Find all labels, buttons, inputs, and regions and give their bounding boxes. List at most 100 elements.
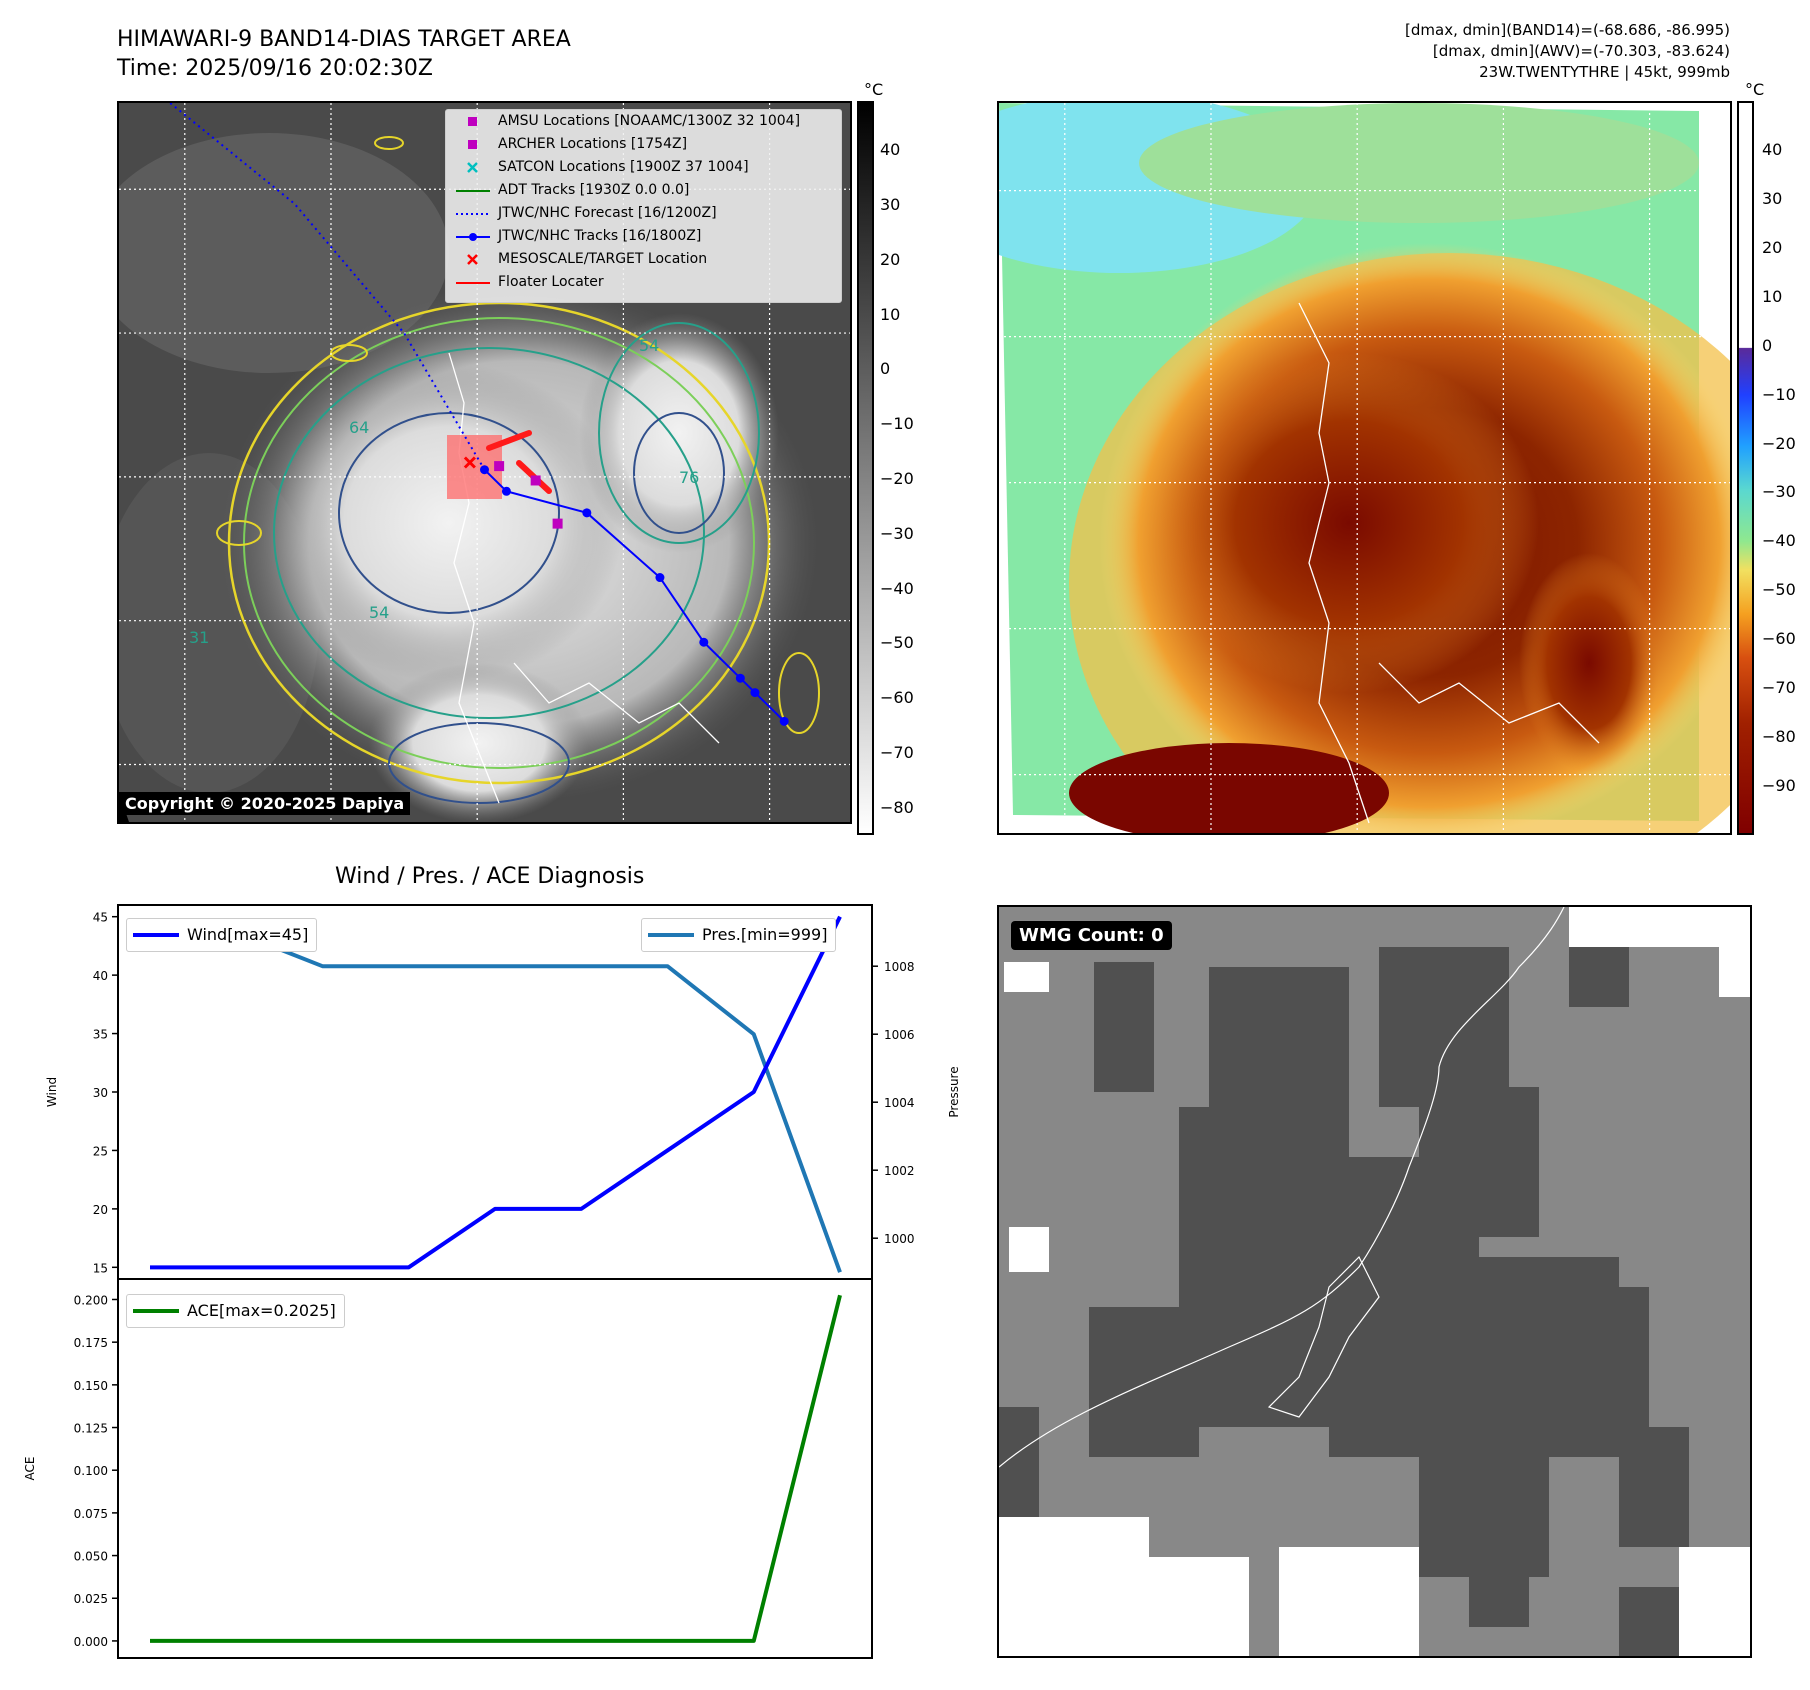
legend-row: ADT Tracks [1930Z 0.0 0.0] [446, 179, 841, 202]
legend-symbol-icon [456, 190, 490, 192]
legend-row: JTWC/NHC Forecast [16/1200Z] [446, 202, 841, 225]
wind-axis-label: Wind [45, 1077, 59, 1107]
track-point [699, 637, 709, 647]
forecast-line [169, 103, 486, 471]
colorbar-tick: −30 [880, 523, 914, 543]
color-map-panel [997, 101, 1732, 835]
wmg-block [1569, 947, 1629, 1007]
wind-legend: Wind[max=45] [126, 918, 318, 952]
wmg-count-badge: WMG Count: 0 [1011, 921, 1172, 950]
south-convection [1069, 743, 1389, 833]
wind-legend-label: Wind[max=45] [187, 925, 309, 944]
legend-label: ARCHER Locations [1754Z] [498, 136, 688, 152]
contour-navy [388, 722, 570, 804]
right-colorbar-unit: °C [1745, 80, 1765, 99]
wmg-clear-area [1004, 962, 1049, 992]
wmg-clear-area [1149, 1557, 1249, 1656]
contour-teal [598, 322, 760, 544]
track-point [735, 673, 745, 683]
jtwc-track [480, 465, 789, 726]
coastline [448, 352, 720, 804]
pressure-legend-swatch [648, 933, 694, 937]
colorbar-tick: 0 [1762, 335, 1773, 355]
east-convection [1519, 553, 1659, 773]
legend-label: AMSU Locations [NOAAMC/1300Z 32 1004] [498, 113, 801, 129]
legend-label: JTWC/NHC Forecast [16/1200Z] [498, 205, 717, 221]
colorbar-tick: −80 [880, 797, 914, 817]
colorbar-tick: 0 [880, 359, 891, 379]
wmg-clear-area [1039, 1607, 1079, 1656]
colorbar-tick: 20 [880, 249, 901, 269]
colorbar-tick: −10 [880, 414, 914, 434]
wmg-clear-area [1569, 907, 1750, 947]
wmg-block [1089, 1307, 1199, 1457]
ir-core-cloud [274, 363, 624, 683]
legend-symbol-icon [468, 140, 477, 149]
colorbar-tick: 20 [1762, 237, 1783, 257]
ace-axis-tick-label: 0.125 [74, 1422, 108, 1436]
legend-label: ADT Tracks [1930Z 0.0 0.0] [498, 182, 690, 198]
legend-row: Floater Locater [446, 271, 841, 294]
wmg-block [1094, 962, 1154, 1092]
legend-row: MESOSCALE/TARGET Location [446, 248, 841, 271]
wmg-block [1379, 947, 1509, 1107]
wmg-white-regions [999, 907, 1750, 1656]
right-colorbar [1737, 101, 1754, 835]
diagnosis-title: Wind / Pres. / ACE Diagnosis [335, 864, 645, 889]
stats-line1: [dmax, dmin](BAND14)=(-68.686, -86.995) [1405, 21, 1730, 39]
copyright-badge: Copyright © 2020-2025 Dapiya [119, 792, 411, 815]
legend-symbol-icon [456, 282, 490, 284]
legend-symbol-icon [468, 117, 477, 126]
contour-yellow [216, 520, 262, 546]
wind-axis-tick-label: 35 [93, 1028, 108, 1042]
pressure-axis-tick-label: 1008 [884, 960, 915, 974]
wmg-block [1619, 1587, 1679, 1656]
colorbar-tick: −20 [880, 468, 914, 488]
wind-axis-tick-label: 45 [93, 911, 108, 925]
colorbar-tick: −60 [1762, 629, 1796, 649]
jtwc-forecast [169, 103, 486, 471]
pressure-axis-tick-label: 1002 [884, 1164, 915, 1178]
ace-axis-tick-label: 0.025 [74, 1592, 108, 1606]
ace-axis-tick-label: 0.000 [74, 1635, 108, 1649]
contour-labels: 64 54 76 54 31 [189, 336, 699, 647]
colorbar-tick: −30 [1762, 482, 1796, 502]
colorbar-tick: 10 [880, 304, 901, 324]
contour-label: 31 [189, 628, 209, 647]
track-point [750, 688, 760, 698]
pressure-axis-tick-label: 1006 [884, 1028, 915, 1042]
colorbar-tick: −20 [1762, 433, 1796, 453]
wind-axis-tick-label: 40 [93, 969, 108, 983]
contour-navy [338, 412, 560, 614]
wind-axis-tick-label: 30 [93, 1086, 108, 1100]
track-point [501, 486, 511, 496]
pressure-axis-tick-label: 1000 [884, 1232, 915, 1246]
wmg-block [1619, 1427, 1689, 1547]
colorbar-tick: −40 [1762, 531, 1796, 551]
archer-point [494, 461, 505, 472]
wmg-svg [999, 907, 1750, 1656]
colorbar-tick: 30 [1762, 188, 1783, 208]
wmg-clear-area [1719, 947, 1750, 997]
pressure-axis-tick-label: 1004 [884, 1096, 915, 1110]
contour-yellow [778, 652, 820, 734]
ace-legend-label: ACE[max=0.2025] [187, 1301, 336, 1320]
wmg-coastline [999, 907, 1565, 1468]
fix-points [463, 456, 563, 529]
wmg-clear-area [1009, 1227, 1049, 1272]
ace-axis-tick-label: 0.175 [74, 1336, 108, 1350]
legend-row: SATCON Locations [1900Z 37 1004] [446, 156, 841, 179]
ace-legend: ACE[max=0.2025] [126, 1294, 345, 1328]
diagnosis-chart: 15 20 25 30 35 40 45 1000 1002 1004 1006 1008 0.000 0… [23, 904, 961, 1659]
contour-label: 54 [639, 336, 659, 355]
track-point [655, 573, 665, 583]
wind-axis-tick-label: 15 [93, 1261, 108, 1275]
track-point [582, 508, 592, 518]
legend-label: JTWC/NHC Tracks [16/1800Z] [498, 228, 702, 244]
legend-symbol-icon [456, 213, 490, 215]
wind-pres-plot-area [117, 904, 873, 1280]
colorbar-tick: −70 [880, 742, 914, 762]
track-point [779, 716, 789, 726]
colorbar-tick: −90 [1762, 776, 1796, 796]
ace-axis-label: ACE [23, 1457, 37, 1481]
